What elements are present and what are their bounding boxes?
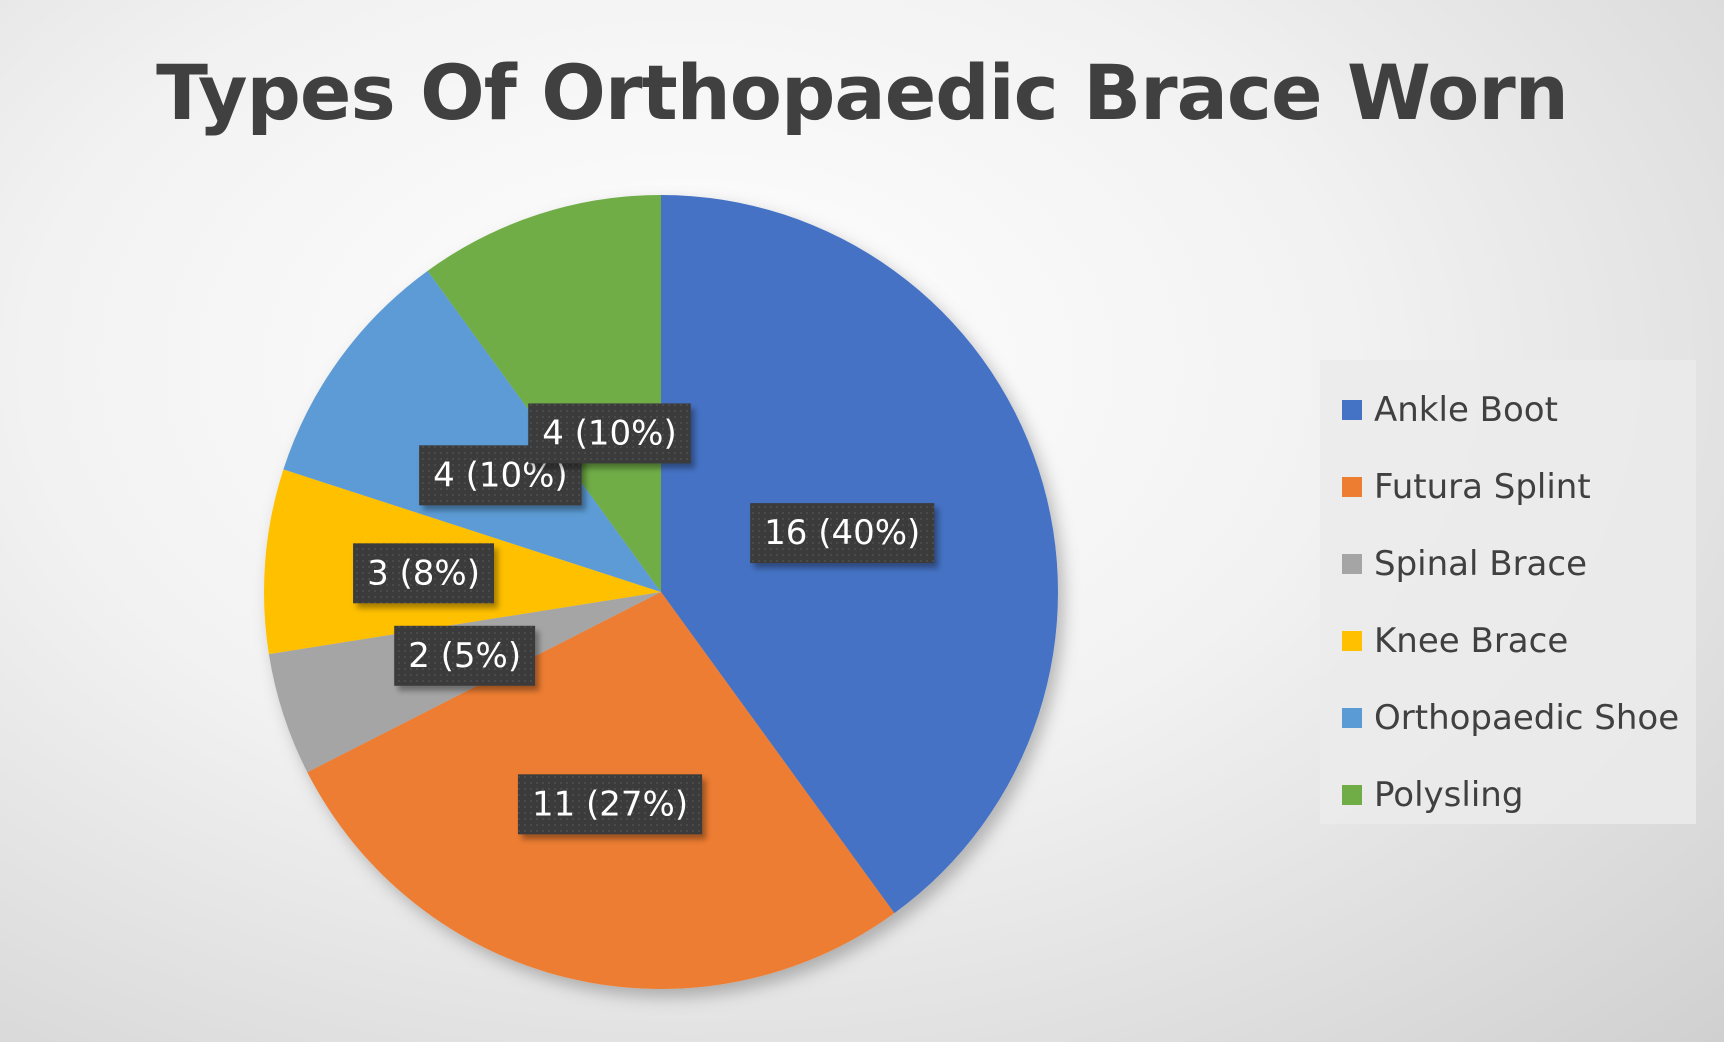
data-label-text: 16 (40%)	[764, 513, 920, 553]
data-label-text: 2 (5%)	[408, 636, 521, 676]
legend-label: Polysling	[1374, 775, 1524, 815]
legend-swatch	[1342, 400, 1362, 420]
legend-label: Ankle Boot	[1374, 390, 1558, 430]
data-label-knee-brace: 3 (8%)	[353, 543, 494, 604]
legend-item-polysling: Polysling	[1342, 775, 1523, 815]
data-label-spinal-brace: 2 (5%)	[394, 625, 536, 686]
legend-item-futura-splint: Futura Splint	[1342, 467, 1591, 507]
data-label-futura-splint: 11 (27%)	[517, 774, 703, 835]
legend-label: Futura Splint	[1374, 467, 1591, 507]
legend-label: Orthopaedic Shoe	[1374, 698, 1680, 738]
chart-legend: Ankle Boot Futura Splint Spinal Brace Knee …	[1320, 360, 1696, 824]
legend-item-knee-brace: Knee Brace	[1342, 621, 1568, 661]
legend-label: Knee Brace	[1374, 621, 1569, 661]
data-label-text: 11 (27%)	[532, 784, 688, 824]
data-label-ankle-boot: 16 (40%)	[750, 503, 935, 564]
legend-swatch	[1342, 631, 1362, 651]
pie-slice-polysling	[427, 195, 661, 592]
legend-item-ankle-boot: Ankle Boot	[1342, 390, 1558, 430]
data-label-polysling: 4 (10%)	[528, 403, 691, 464]
legend-swatch	[1342, 785, 1362, 805]
legend-item-orthopaedic-shoe: Orthopaedic Shoe	[1342, 698, 1679, 738]
legend-item-spinal-brace: Spinal Brace	[1342, 544, 1587, 584]
legend-swatch	[1342, 554, 1362, 574]
legend-swatch	[1342, 708, 1362, 728]
data-label-text: 3 (8%)	[367, 553, 480, 593]
legend-label: Spinal Brace	[1374, 544, 1587, 584]
pie-slice-orthopaedic-shoe	[283, 270, 661, 592]
chart-title: Types Of Orthopaedic Brace Worn	[156, 48, 1569, 137]
data-label-text: 4 (10%)	[542, 413, 677, 453]
legend-swatch	[1342, 477, 1362, 497]
